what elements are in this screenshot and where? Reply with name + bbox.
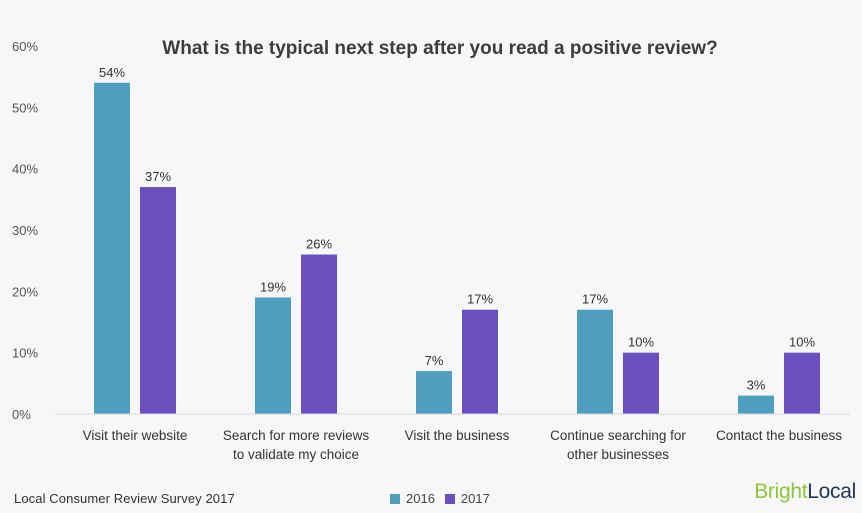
y-tick-label: 30% [12,223,38,238]
bars: 54% 19% 7% 17% 3% 37% 26% 17% 10% 10% [94,65,820,415]
data-label: 54% [99,65,125,80]
brand-part-local: Local [807,480,856,503]
x-axis: Visit their website Search for more revie… [55,413,850,462]
chart-title: What is the typical next step after you … [162,38,717,59]
bar-2017 [784,352,820,414]
bar-2016 [94,82,130,415]
bar-2017 [140,187,176,414]
data-label: 17% [582,292,608,307]
data-label: 7% [425,353,444,368]
legend-swatch-2016 [390,493,400,504]
data-label: 17% [467,292,493,307]
x-tick-label: Continue searching for other businesses [550,428,686,462]
data-label: 19% [260,279,286,294]
bar-2017 [623,352,659,414]
data-label: 10% [789,335,815,350]
legend-item-2017: 2017 [444,491,490,506]
bar-2016 [577,309,613,414]
bar-2017 [462,309,498,414]
y-tick-label: 10% [12,346,38,361]
legend-label-2017: 2017 [460,491,490,506]
y-tick-label: 60% [12,39,38,54]
x-tick-label: Search for more reviews to validate my ch… [223,428,370,462]
footer-source: Local Consumer Review Survey 2017 [14,491,235,506]
bar-2016 [738,395,774,414]
y-tick-label: 40% [12,162,38,177]
legend: 2016 2017 [390,491,494,506]
data-label: 26% [306,237,332,252]
x-tick-label: Visit the business [405,428,510,443]
data-label: 10% [628,335,654,350]
brand-part-bright: Bright [754,480,808,503]
data-label: 37% [145,169,171,184]
bar-2016 [416,371,452,414]
x-tick-label: Visit their website [83,428,188,443]
legend-swatch-2017 [444,493,455,504]
x-tick-label: Contact the business [716,428,842,443]
y-tick-label: 0% [12,407,31,422]
data-label: 3% [747,378,766,393]
y-tick-label: 20% [12,284,38,299]
bar-2017 [301,254,337,414]
y-tick-label: 50% [12,100,38,115]
legend-label-2016: 2016 [406,491,435,506]
y-axis: 0% 10% 20% 30% 40% 50% 60% [12,39,38,422]
bar-2016 [255,297,291,414]
brightlocal-logo: BrightLocal [754,480,856,504]
legend-item-2016: 2016 [390,491,435,506]
